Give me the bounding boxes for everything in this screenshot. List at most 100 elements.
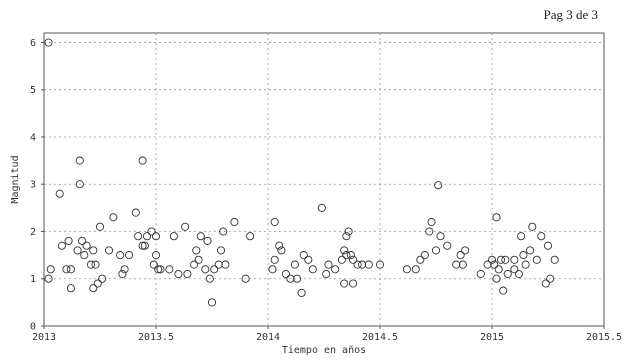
data-point: [165, 265, 174, 274]
data-point: [427, 217, 436, 227]
data-point: [78, 236, 87, 245]
x-tick-label: 2013: [32, 332, 56, 343]
data-point: [140, 241, 149, 250]
data-point: [196, 232, 205, 241]
data-point: [57, 241, 66, 250]
data-point: [546, 274, 555, 283]
data-point: [221, 260, 230, 269]
data-point: [492, 213, 501, 222]
data-point: [89, 246, 98, 255]
data-point: [353, 260, 362, 269]
data-point: [174, 269, 183, 279]
data-point: [44, 38, 53, 47]
data-point: [492, 274, 501, 283]
data-point: [156, 265, 165, 274]
data-point: [93, 279, 102, 288]
data-point: [496, 255, 506, 264]
data-point: [55, 189, 64, 198]
data-point: [207, 298, 217, 307]
data-point: [281, 269, 290, 279]
data-point: [340, 279, 349, 288]
data-point: [205, 274, 214, 283]
y-tick-label: 4: [30, 132, 36, 143]
data-point: [219, 227, 228, 236]
y-tick-label: 1: [30, 274, 36, 285]
data-point: [476, 269, 485, 279]
data-point: [277, 246, 286, 255]
data-point: [519, 251, 528, 260]
data-point: [411, 265, 420, 274]
data-point: [44, 274, 53, 283]
data-point: [192, 246, 201, 255]
data-point: [517, 232, 526, 241]
data-point: [73, 246, 82, 255]
data-point: [416, 255, 425, 264]
data-point: [436, 232, 445, 241]
page-label: Pag 3 de 3: [543, 7, 598, 22]
x-tick-label: 2015: [480, 332, 504, 343]
data-point: [521, 260, 530, 269]
data-point: [214, 260, 223, 269]
data-point: [510, 255, 519, 264]
data-point: [304, 255, 313, 264]
chart-grid: [44, 33, 604, 326]
data-point: [324, 260, 333, 269]
data-point: [98, 274, 107, 283]
data-point: [532, 255, 541, 264]
x-tick-label: 2013.5: [138, 332, 174, 343]
data-point: [443, 241, 452, 250]
data-point: [190, 260, 199, 269]
data-point: [216, 246, 226, 255]
data-point: [510, 265, 519, 274]
data-point: [483, 260, 492, 269]
data-point: [499, 286, 508, 295]
y-tick-label: 6: [30, 38, 36, 49]
data-point: [149, 260, 158, 269]
data-point: [293, 274, 302, 283]
x-axis-label: Tiempo en años: [282, 345, 366, 356]
data-point: [147, 227, 156, 236]
data-point: [181, 222, 190, 231]
data-point: [154, 265, 163, 274]
data-point: [458, 260, 467, 269]
plot-frame: [43, 32, 605, 327]
data-point: [346, 251, 355, 260]
data-point: [75, 156, 84, 165]
data-point: [286, 274, 295, 283]
data-point: [275, 241, 284, 250]
data-point: [95, 222, 105, 231]
y-tick-label: 5: [30, 85, 36, 96]
data-point: [270, 217, 279, 227]
data-point: [308, 265, 317, 274]
data-point: [317, 203, 326, 212]
data-point: [183, 269, 192, 279]
data-point: [210, 265, 219, 274]
data-point: [80, 251, 89, 260]
data-point: [151, 251, 161, 260]
data-point: [82, 241, 91, 250]
data-point: [337, 255, 346, 264]
data-point: [138, 241, 147, 250]
y-tick-label: 3: [30, 180, 36, 191]
data-point: [46, 265, 55, 274]
data-point: [91, 260, 100, 269]
data-point: [89, 284, 98, 293]
data-point: [246, 232, 255, 241]
data-point: [241, 274, 250, 283]
data-point: [452, 260, 461, 269]
data-point: [64, 236, 73, 245]
data-point: [75, 180, 84, 189]
data-point: [340, 246, 349, 255]
data-point: [120, 265, 129, 274]
data-point: [494, 265, 503, 274]
data-point: [431, 246, 441, 255]
data-point: [290, 260, 299, 269]
data-point: [169, 232, 178, 241]
data-points: [44, 38, 559, 307]
data-point: [358, 260, 367, 269]
data-point: [503, 269, 512, 279]
y-tick-label: 0: [30, 322, 36, 333]
data-point: [109, 213, 118, 222]
data-point: [402, 265, 411, 274]
